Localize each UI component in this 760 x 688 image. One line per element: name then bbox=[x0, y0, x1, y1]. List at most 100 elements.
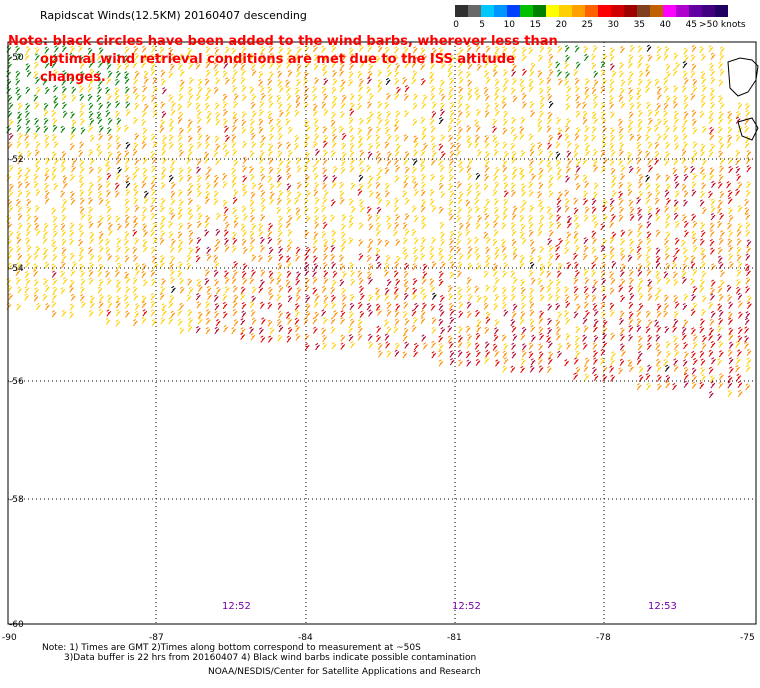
wind-barb bbox=[710, 87, 715, 95]
wind-barb bbox=[260, 92, 266, 101]
wind-barb bbox=[610, 180, 616, 189]
wind-barb bbox=[224, 134, 230, 143]
wind-barb bbox=[304, 268, 310, 277]
wind-barb bbox=[35, 158, 40, 166]
wind-barb bbox=[312, 237, 318, 246]
wind-barb bbox=[609, 204, 615, 213]
wind-barb bbox=[548, 244, 554, 253]
wind-barb bbox=[609, 63, 615, 71]
wind-barb bbox=[33, 294, 39, 302]
wind-barb bbox=[99, 294, 104, 302]
wind-barb bbox=[261, 135, 266, 143]
wind-barb bbox=[171, 238, 176, 246]
wind-barb bbox=[645, 373, 651, 381]
wind-barb bbox=[141, 316, 147, 324]
wind-barb bbox=[512, 63, 517, 71]
wind-barb bbox=[78, 54, 84, 63]
wind-barb bbox=[493, 173, 498, 182]
wind-barb bbox=[609, 271, 614, 279]
colorbar-label: 15 bbox=[529, 20, 542, 30]
wind-barb bbox=[483, 183, 489, 191]
wind-barb bbox=[323, 253, 328, 261]
wind-barb bbox=[502, 365, 508, 373]
wind-barb bbox=[539, 294, 545, 302]
colorbar-swatch bbox=[585, 5, 598, 17]
wind-barb bbox=[474, 140, 480, 149]
wind-barb bbox=[60, 261, 66, 269]
wind-barb bbox=[87, 189, 93, 197]
wind-barb bbox=[16, 93, 22, 101]
wind-barb bbox=[708, 116, 714, 125]
wind-barb bbox=[368, 190, 374, 198]
wind-barb bbox=[422, 271, 428, 279]
wind-barb bbox=[511, 150, 517, 159]
wind-barb bbox=[224, 276, 230, 285]
wind-barb bbox=[420, 189, 426, 197]
wind-barb bbox=[708, 149, 714, 158]
wind-barb bbox=[522, 199, 527, 207]
wind-barb bbox=[483, 270, 489, 278]
wind-barb bbox=[106, 309, 112, 317]
wind-barb bbox=[582, 110, 588, 118]
wind-barb bbox=[512, 205, 518, 213]
wind-barb bbox=[611, 190, 617, 198]
wind-barb bbox=[609, 246, 615, 254]
wind-barb bbox=[294, 197, 299, 205]
wind-barb bbox=[249, 244, 255, 252]
wind-barb bbox=[44, 190, 50, 198]
wind-barb bbox=[466, 125, 472, 133]
wind-barb bbox=[439, 164, 445, 173]
wind-barb bbox=[15, 198, 21, 207]
wind-barb bbox=[196, 158, 202, 166]
wind-barb bbox=[727, 189, 733, 198]
wind-barb bbox=[558, 238, 563, 246]
wind-barb bbox=[213, 180, 219, 188]
wind-barb bbox=[133, 117, 138, 125]
wind-barb bbox=[358, 239, 364, 247]
wind-barb bbox=[53, 140, 59, 149]
wind-barb bbox=[420, 205, 426, 213]
wind-barb bbox=[719, 191, 725, 199]
wind-barb bbox=[8, 230, 14, 238]
wind-barb bbox=[673, 110, 679, 118]
wind-barb bbox=[215, 77, 221, 85]
wind-barb bbox=[673, 294, 679, 303]
wind-barb bbox=[494, 102, 500, 110]
wind-barb bbox=[654, 141, 660, 150]
wind-barb bbox=[286, 255, 291, 263]
wind-barb bbox=[717, 126, 723, 134]
wind-barb bbox=[520, 205, 525, 213]
wind-barb bbox=[125, 180, 131, 189]
wind-barb bbox=[618, 214, 624, 222]
wind-barb bbox=[224, 221, 230, 229]
wind-barb bbox=[195, 255, 201, 263]
wind-barb bbox=[15, 78, 21, 86]
wind-barb bbox=[323, 270, 329, 278]
wind-barb bbox=[215, 118, 221, 126]
wind-barb bbox=[672, 325, 677, 333]
wind-barb bbox=[132, 229, 138, 237]
wind-barb bbox=[197, 190, 202, 198]
wind-barb bbox=[358, 84, 363, 93]
wind-barb bbox=[268, 292, 274, 301]
wind-barb bbox=[628, 54, 634, 62]
wind-barb bbox=[645, 197, 651, 205]
wind-barb bbox=[350, 278, 356, 286]
wind-barb bbox=[124, 62, 130, 70]
wind-barb bbox=[466, 277, 472, 285]
wind-barb bbox=[619, 247, 625, 255]
wind-barb bbox=[404, 110, 409, 118]
wind-barb bbox=[269, 61, 274, 69]
wind-barb bbox=[97, 190, 103, 199]
wind-barb bbox=[502, 158, 508, 167]
wind-barb bbox=[683, 141, 688, 149]
wind-barb bbox=[735, 286, 741, 294]
wind-barb bbox=[430, 52, 435, 60]
wind-barb bbox=[313, 300, 319, 308]
wind-barb bbox=[331, 294, 336, 302]
wind-barb bbox=[116, 262, 122, 270]
wind-barb bbox=[348, 311, 354, 319]
wind-barb bbox=[485, 246, 491, 254]
wind-barb bbox=[231, 167, 237, 175]
wind-barb bbox=[692, 285, 698, 294]
